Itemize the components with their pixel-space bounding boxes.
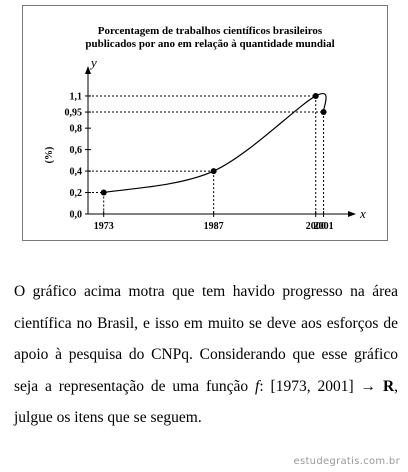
y-axis-label: y [89,55,97,70]
y-tick-label: 0,8 [70,124,83,135]
function-name: f [255,377,260,395]
reals-symbol: R [382,377,395,395]
x-axis-arrow [348,211,356,217]
y-tick-label: 0,0 [70,210,83,221]
text: O gráfico acima motra que tem havido pro… [14,283,398,395]
point [210,168,217,175]
point [312,92,319,99]
y-tick-label: 0,6 [70,145,83,156]
x-axis-label: x [359,206,366,221]
point [100,189,107,196]
x-tick-label: 2000 [306,221,326,232]
y-tick-label: 0,95 [65,108,83,119]
point [320,109,327,116]
y-tick-label: 1,1 [70,91,83,102]
chart-title: Porcentagem de trabalhos científicos bra… [98,25,323,37]
text: , julgue os itens que se seguem. [14,377,399,427]
chart-frame [22,5,388,241]
unit-label: (%) [44,147,55,164]
text: : [1973, 2001] [259,377,361,395]
watermark: estudegratis.com.br [293,456,400,467]
text [376,378,383,395]
y-tick-label: 0,2 [70,188,83,199]
chart: Porcentagem de trabalhos científicos bra… [22,5,388,241]
y-axis-arrow [85,66,91,74]
paragraph: O gráfico acima motra que tem havido pro… [14,276,398,434]
x-tick-label: 2001 [314,221,334,232]
arrow: → [360,377,377,395]
x-tick-label: 1973 [94,221,114,232]
chart-title: publicados por ano em relação à quantida… [85,38,334,50]
x-tick-label: 1987 [204,221,224,232]
y-tick-label: 0,4 [70,167,83,178]
curve [103,93,327,194]
